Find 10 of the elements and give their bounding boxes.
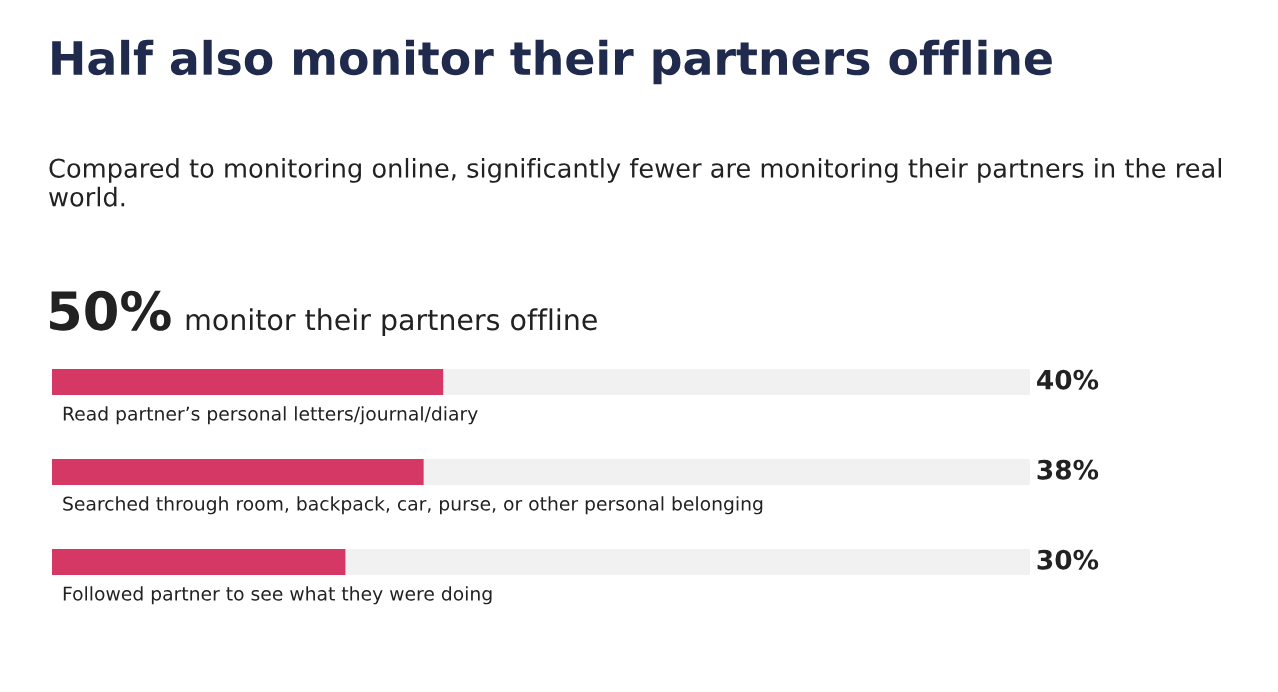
chart-title: Half also monitor their partners offline (52, 39, 1052, 85)
data-label: 30% (1037, 549, 1099, 570)
y-tick-label: Followed partner to see what they were doing (63, 586, 492, 605)
y-tick-label: Read partner’s personal letters/journal/diary (63, 406, 478, 425)
text: monitor their partners offline (186, 308, 597, 336)
data-label: 40% (1037, 369, 1099, 390)
chart-subtitle: Compared to monitoring online, significantly fewer are monitoring their partners in the real world. (49, 158, 1221, 207)
y-tick-label: Searched through room, backpack, car, purse, or other personal belonging (63, 496, 763, 515)
text: 50% (50, 290, 171, 331)
data-label: 38% (1037, 459, 1099, 480)
